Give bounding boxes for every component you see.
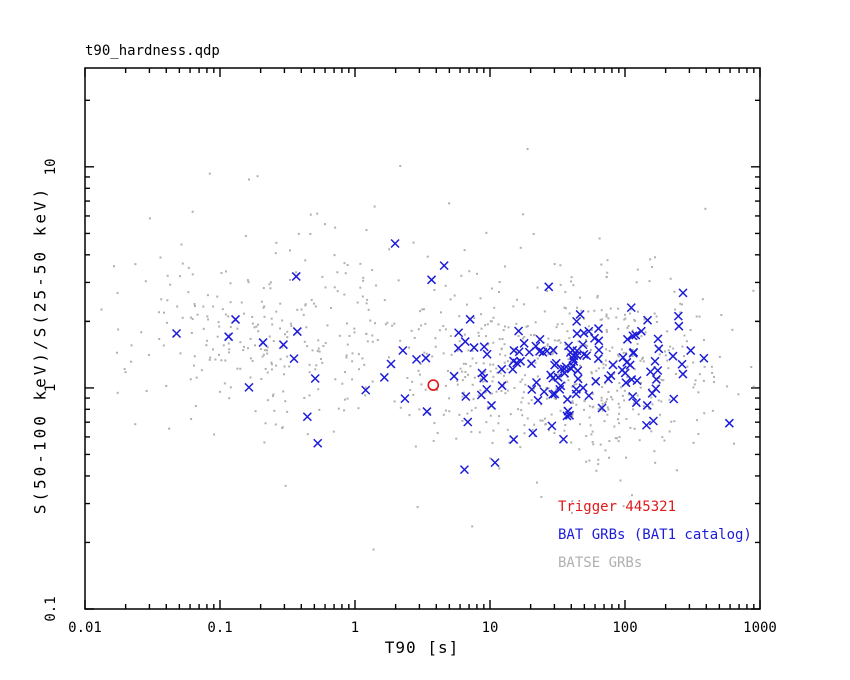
y-tick-label: 1 [43,384,59,392]
axis-ticks [84,68,761,610]
x-tick-label: 0.1 [207,620,232,636]
x-tick-label: 100 [612,620,637,636]
plot-frame [84,67,761,610]
chart-title: t90_hardness.qdp [85,43,220,59]
x-tick-label: 1000 [743,620,777,636]
x-axis-label: T90 [s] [384,638,460,657]
bat-grbs-bat1-catalog-points [172,238,734,475]
y-tick-label: 0.1 [43,596,59,621]
legend-entry-batse-grbs: BATSE GRBs [558,555,643,571]
legend-entry-trigger: Trigger 445321 [558,499,677,515]
y-tick-label: 10 [43,158,59,175]
batse-grbs-points [100,148,755,551]
trigger-445321-points [427,379,440,391]
y-axis-label: S(50-100 keV)/S(25-50 keV) [30,185,50,515]
trigger-marker [427,379,440,391]
legend-entry-bat-grbs: BAT GRBs (BAT1 catalog) [558,527,752,543]
x-tick-label: 0.01 [68,620,102,636]
legend: Trigger 445321 BAT GRBs (BAT1 catalog) B… [558,493,752,577]
x-tick-label: 10 [482,620,499,636]
x-tick-label: 1 [351,620,359,636]
